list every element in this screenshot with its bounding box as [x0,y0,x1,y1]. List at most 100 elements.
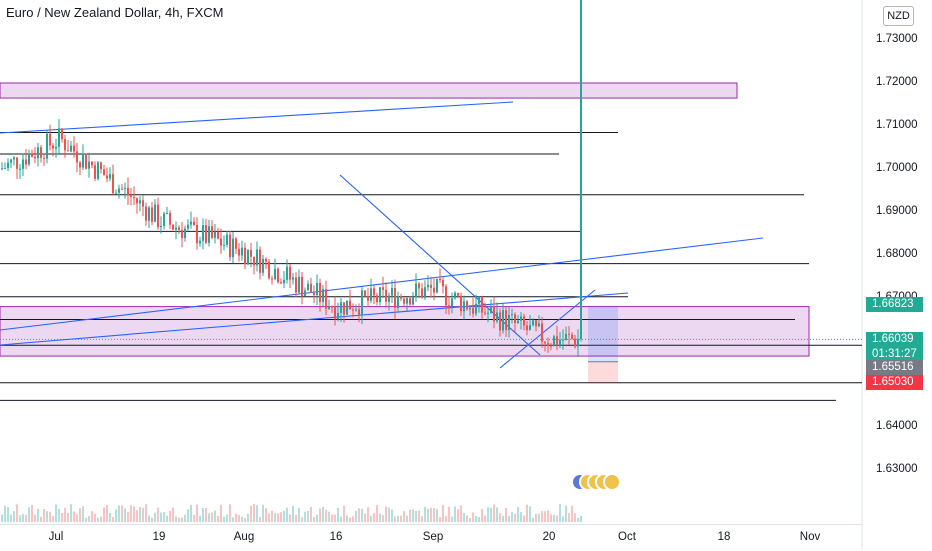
candle-body [550,345,552,347]
candle-body [220,238,222,246]
price-label-middle: 1.65516 [866,360,923,375]
candle-body [283,279,285,284]
volume-bar [142,507,144,522]
volume-bar [466,515,468,522]
volume-bar [238,514,240,522]
volume-bar [28,507,30,522]
candle-body [250,250,252,257]
candle-body [520,316,522,321]
volume-bar [70,504,72,522]
candle-body [358,309,360,315]
candle-body [151,207,153,222]
time-tick: Oct [618,531,636,543]
volume-bar [379,513,381,522]
time-tick: 16 [329,531,343,543]
dividend-icon[interactable] [603,473,621,491]
volume-bar [37,508,39,522]
candle-body [319,283,321,302]
volume-bar [580,515,582,522]
candle-body [397,296,399,308]
volume-bar [85,517,87,522]
candle-body [343,302,345,315]
price-axis[interactable]: 1.73000 1.72000 1.71000 1.70000 1.69000 1.680… [862,0,932,524]
volume-bar [391,509,393,522]
volume-bar [436,509,438,522]
volume-bar [514,513,516,522]
volume-bar [568,513,570,522]
volume-bar [214,510,216,522]
time-tick: Sep [422,531,444,543]
candle-body [277,268,279,283]
volume-bar [442,505,444,522]
candle-body [103,169,105,176]
candle-body [55,146,57,149]
volume-bar [271,510,273,522]
candle-body [565,333,567,340]
candle-body [106,175,108,179]
candle-body [166,212,168,214]
volume-bar [55,504,57,522]
candle-body [571,334,573,339]
candle-body [448,305,450,307]
volume-bar [337,507,339,522]
volume-bar [166,515,168,522]
candle-body [364,290,366,297]
volume-bar [439,517,441,522]
volume-bar [4,505,6,522]
candle-body [340,302,342,313]
candle-body [205,225,207,243]
volume-bar [475,515,477,522]
candle-body [382,287,384,290]
currency-badge[interactable]: NZD [883,6,914,26]
volume-bar [328,511,330,522]
candle-body [559,339,561,346]
volume-bar [184,514,186,522]
volume-bar [445,516,447,522]
volume-bar [310,506,312,522]
candle-body [229,234,231,258]
volume-bar [103,507,105,522]
volume-bar [460,505,462,522]
volume-bar [280,512,282,522]
candle-body [118,188,120,193]
volume-bar [79,508,81,522]
time-axis[interactable]: Jul 19 Aug 16 Sep 20 Oct 18 Nov [0,524,862,551]
candle-body [130,195,132,197]
event-icons[interactable] [571,473,631,493]
price-tick: 1.73000 [876,33,918,45]
price-tick: 1.71000 [876,119,918,131]
symbol-title[interactable]: Euro / New Zealand Dollar, 4h, FXCM [6,5,224,20]
candle-body [67,150,69,152]
volume-bar [49,511,51,522]
volume-bar [106,504,108,522]
volume-bar [472,512,474,522]
volume-bar [499,513,501,522]
candle-body [76,151,78,163]
candle-body [400,296,402,299]
volume-bar [259,517,261,522]
candle-body [337,312,339,319]
volume-bar [133,506,135,522]
candle-body [256,249,258,266]
candle-body [472,307,474,314]
volume-bar [418,510,420,522]
volume-bar [331,514,333,522]
price-tick: 1.63000 [876,463,918,475]
candle-body [190,221,192,225]
volume-bar [577,517,579,522]
candle-body [568,333,570,335]
volume-bar [334,514,336,522]
candle-body [280,282,282,284]
candle-body [253,256,255,266]
candle-body [268,261,270,279]
volume-bar [511,512,513,522]
volume-bar [352,516,354,522]
candle-body [391,288,393,296]
candle-body [34,156,36,159]
candle-body [109,174,111,179]
candle-body [172,224,174,230]
candle-body [163,213,165,226]
candle-body [460,295,462,312]
volume-bar [322,506,324,522]
